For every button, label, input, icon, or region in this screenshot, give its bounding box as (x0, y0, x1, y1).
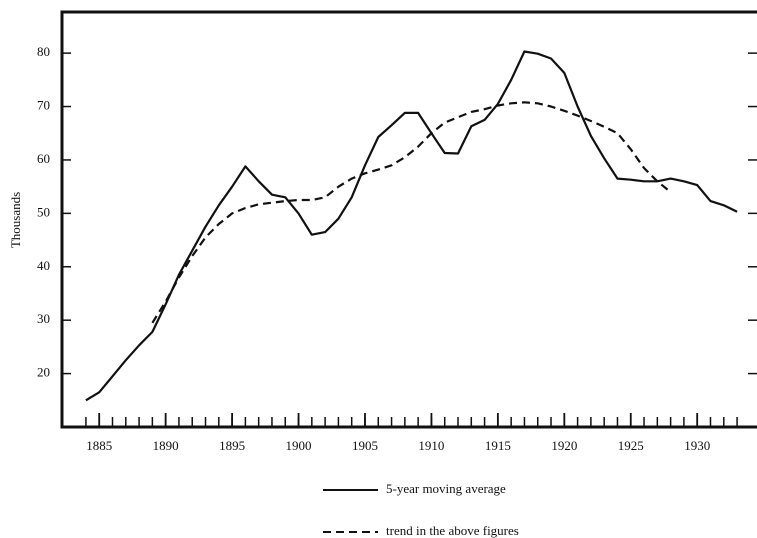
series-line (85, 50, 738, 402)
y-axis-label: Thousands (8, 192, 23, 248)
x-tick-label: 1905 (352, 438, 378, 453)
x-tick-label: 1900 (286, 438, 312, 453)
y-tick-label: 20 (37, 365, 50, 380)
x-tick-label: 1920 (551, 438, 577, 453)
x-tick-label: 1910 (418, 438, 444, 453)
legend-label: trend in the above figures (386, 523, 519, 538)
y-tick-label: 50 (37, 204, 50, 219)
x-tick-label: 1890 (153, 438, 179, 453)
x-tick-label: 1885 (86, 438, 112, 453)
x-tick-label: 1925 (618, 438, 644, 453)
x-tick-label: 1895 (219, 438, 245, 453)
legend-label: 5-year moving average (386, 481, 506, 496)
y-tick-label: 30 (37, 311, 50, 326)
y-tick-label: 60 (37, 151, 50, 166)
x-tick-label: 1930 (684, 438, 710, 453)
series-line (151, 101, 672, 324)
x-tick-label: 1915 (485, 438, 511, 453)
y-tick-label: 80 (37, 44, 50, 59)
y-tick-label: 70 (37, 98, 50, 113)
y-tick-label: 40 (37, 258, 50, 273)
